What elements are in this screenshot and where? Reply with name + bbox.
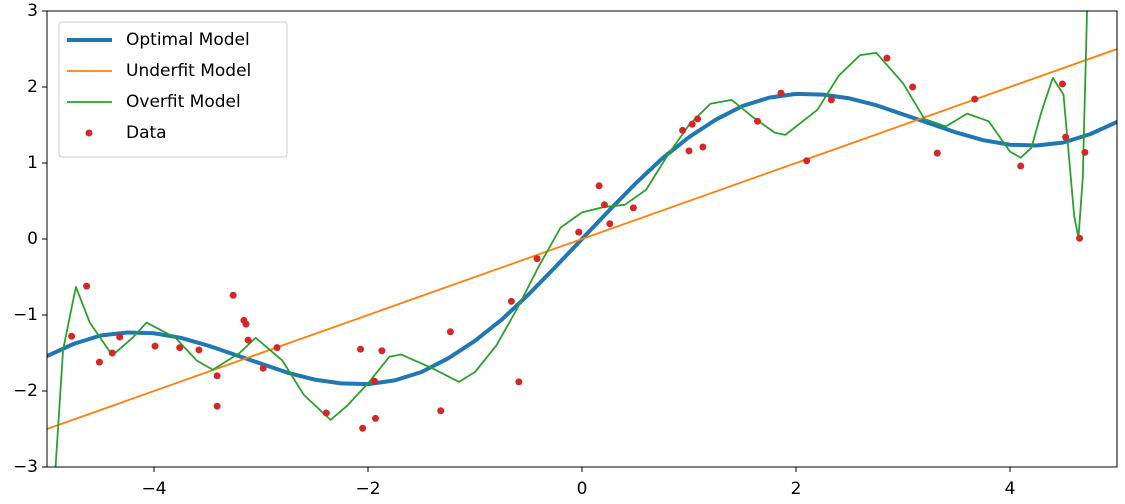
data-point (195, 346, 203, 354)
data-point (359, 424, 367, 432)
data-point (95, 358, 103, 366)
data-point (437, 407, 445, 415)
series-line (54, 11, 1088, 467)
data-point (694, 115, 702, 123)
data-point (515, 378, 523, 386)
data-point (244, 336, 252, 344)
data-point (685, 147, 693, 155)
legend-label: Overfit Model (126, 92, 241, 112)
data-point (378, 347, 386, 355)
y-tick-label: 1 (27, 153, 38, 173)
data-point (507, 297, 515, 305)
legend-label: Optimal Model (126, 30, 250, 50)
x-tick-label: −2 (355, 479, 380, 499)
data-point (371, 414, 379, 422)
data-point (213, 402, 221, 410)
series-line (47, 48, 1117, 430)
data-point (322, 409, 330, 417)
legend-label: Underfit Model (126, 61, 251, 81)
data-point (909, 83, 917, 91)
data-point (777, 89, 785, 97)
legend-marker (85, 129, 93, 137)
data-point (1058, 80, 1066, 88)
data-point (151, 342, 159, 350)
data-point (242, 320, 250, 328)
data-point (606, 220, 614, 228)
data-point (575, 228, 583, 236)
data-point (273, 344, 281, 352)
data-point (933, 149, 941, 157)
data-point (883, 54, 891, 62)
data-point (971, 95, 979, 103)
x-tick-label: 2 (791, 479, 802, 499)
data-point (699, 143, 707, 151)
y-tick-label: −3 (13, 457, 38, 477)
data-point (1062, 133, 1070, 141)
data-point (688, 120, 696, 128)
data-point (1017, 162, 1025, 170)
legend-label: Data (126, 123, 167, 143)
data-point (533, 255, 541, 263)
y-tick-label: 2 (27, 77, 38, 97)
data-point (68, 332, 76, 340)
data-point (229, 291, 237, 299)
data-point (259, 364, 267, 372)
data-point (595, 182, 603, 190)
y-tick-label: −1 (13, 305, 38, 325)
y-tick-label: 0 (27, 229, 38, 249)
data-point (213, 372, 221, 380)
data-point (446, 328, 454, 336)
legend-box (58, 21, 288, 158)
y-tick-label: −2 (13, 381, 38, 401)
data-point (1081, 148, 1089, 156)
x-tick-label: −4 (141, 479, 166, 499)
data-point (357, 345, 365, 353)
data-point (600, 201, 608, 209)
data-point (116, 333, 124, 341)
data-point (1076, 234, 1084, 242)
data-point (83, 282, 91, 290)
data-point (108, 349, 116, 357)
x-tick-label: 0 (577, 479, 588, 499)
plot-area (47, 11, 1117, 467)
data-point (753, 117, 761, 125)
data-point (629, 204, 637, 212)
data-point (176, 344, 184, 352)
data-point (827, 96, 835, 104)
ticks: −4 −2 0 2 4 −3 −2 −1 0 1 2 3 (13, 1, 1015, 499)
y-tick-label: 3 (27, 1, 38, 21)
data-point (370, 377, 378, 385)
legend: Optimal Model Underfit Model Overfit Model… (58, 21, 288, 158)
x-tick-label: 4 (1005, 479, 1016, 499)
data-point (803, 157, 811, 165)
data-point (679, 126, 687, 134)
